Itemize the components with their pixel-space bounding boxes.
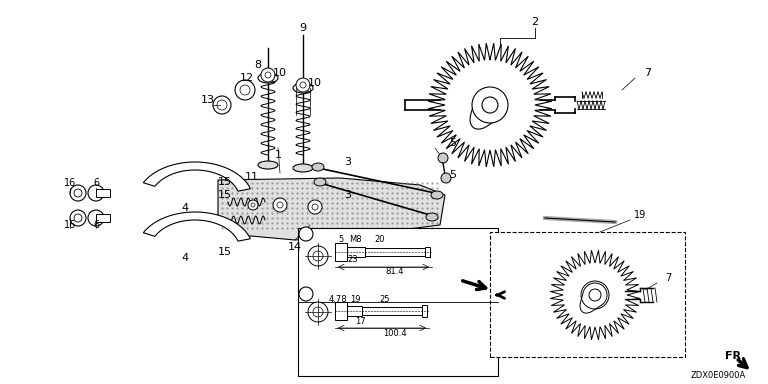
Bar (362, 307, 422, 315)
Text: 17: 17 (300, 229, 312, 239)
Circle shape (482, 97, 498, 113)
Circle shape (581, 281, 609, 309)
Text: 19: 19 (349, 295, 360, 303)
Circle shape (88, 185, 104, 201)
Text: 10: 10 (308, 78, 322, 88)
Text: 100.4: 100.4 (383, 328, 407, 338)
Text: 4: 4 (181, 203, 189, 213)
Text: 6: 6 (93, 220, 99, 230)
Bar (365, 248, 425, 256)
Text: 7: 7 (665, 273, 671, 283)
Text: 8: 8 (254, 60, 262, 70)
Bar (96, 189, 110, 197)
Text: 81.4: 81.4 (386, 268, 404, 276)
Text: 18: 18 (300, 289, 312, 299)
Text: 17: 17 (355, 318, 366, 326)
Ellipse shape (258, 161, 278, 169)
Bar (347, 306, 362, 316)
Circle shape (299, 227, 313, 241)
Text: 3: 3 (345, 157, 352, 167)
Ellipse shape (441, 173, 451, 183)
Text: 16: 16 (64, 220, 76, 230)
Circle shape (248, 200, 258, 210)
Text: 9: 9 (300, 23, 306, 33)
Text: 20: 20 (375, 235, 386, 245)
Bar (425, 247, 430, 257)
Polygon shape (144, 212, 250, 241)
Text: 19: 19 (634, 210, 646, 220)
Circle shape (296, 78, 310, 92)
Circle shape (70, 185, 86, 201)
Text: 16: 16 (64, 178, 76, 188)
Bar (96, 214, 110, 222)
Text: 14: 14 (288, 242, 302, 252)
Circle shape (308, 302, 328, 322)
Circle shape (70, 210, 86, 226)
Text: 4.78: 4.78 (329, 295, 347, 303)
Text: 2: 2 (531, 17, 538, 27)
Text: 15: 15 (218, 177, 232, 187)
Text: 13: 13 (201, 95, 215, 105)
Text: 4: 4 (181, 253, 189, 263)
Text: 11: 11 (245, 172, 259, 182)
Bar (335, 302, 347, 320)
Text: 25: 25 (379, 295, 390, 303)
Text: 1: 1 (274, 150, 282, 160)
Text: 3: 3 (345, 190, 352, 200)
Polygon shape (218, 178, 445, 240)
Ellipse shape (431, 191, 443, 199)
Ellipse shape (312, 163, 324, 171)
Text: 5: 5 (449, 170, 456, 180)
Circle shape (472, 87, 508, 123)
Text: M8: M8 (349, 235, 361, 245)
Bar (422, 305, 427, 317)
Bar (298, 228, 498, 376)
Ellipse shape (293, 164, 313, 172)
Text: 15: 15 (218, 190, 232, 200)
Text: ZDX0E0900A: ZDX0E0900A (690, 371, 746, 379)
Bar (490, 232, 685, 357)
Ellipse shape (314, 178, 326, 186)
Text: 5: 5 (449, 138, 456, 148)
Text: 7: 7 (644, 68, 651, 78)
Circle shape (308, 246, 328, 266)
Circle shape (88, 210, 104, 226)
Text: 15: 15 (218, 247, 232, 257)
Circle shape (308, 200, 322, 214)
Bar (335, 243, 347, 261)
Ellipse shape (438, 153, 448, 163)
Text: 6: 6 (93, 178, 99, 188)
Polygon shape (144, 162, 250, 191)
Circle shape (261, 68, 275, 82)
Circle shape (299, 287, 313, 301)
Circle shape (589, 289, 601, 301)
Text: 12: 12 (240, 73, 254, 83)
Text: 23: 23 (348, 255, 359, 265)
Ellipse shape (293, 83, 313, 93)
Text: 10: 10 (273, 68, 287, 78)
Text: FR.: FR. (725, 351, 745, 361)
Ellipse shape (258, 73, 278, 83)
Text: 5: 5 (339, 235, 343, 245)
Bar (347, 247, 365, 257)
Ellipse shape (426, 213, 438, 221)
Circle shape (235, 80, 255, 100)
Circle shape (273, 198, 287, 212)
